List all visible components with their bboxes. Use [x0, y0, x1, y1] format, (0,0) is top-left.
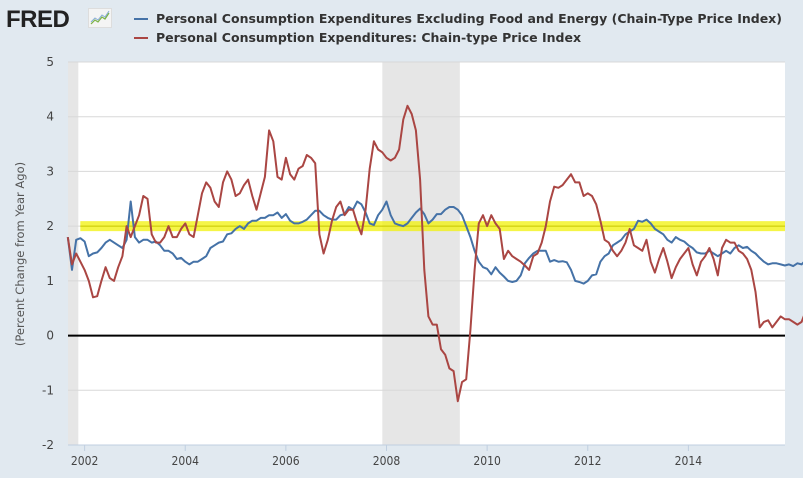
chart-legend: Personal Consumption Expenditures Exclud… [134, 9, 782, 47]
recession-shading [68, 62, 79, 445]
recession-shading [382, 62, 460, 445]
legend-item-core-pce[interactable]: Personal Consumption Expenditures Exclud… [134, 9, 782, 28]
x-tick-label: 2012 [574, 454, 601, 468]
series-line-pce [66, 104, 803, 403]
x-tick-label: 2004 [172, 454, 200, 468]
y-tick-label: 1 [46, 274, 54, 288]
y-tick-label: 0 [46, 329, 54, 343]
y-tick-label: -2 [42, 438, 54, 452]
y-tick-label: 5 [46, 55, 54, 69]
y-tick-label: -1 [42, 383, 54, 397]
x-tick-label: 2002 [71, 454, 98, 468]
legend-swatch-red [134, 36, 148, 39]
y-axis-label: (Percent Change from Year Ago) [13, 162, 27, 346]
legend-swatch-blue [134, 17, 148, 20]
x-tick-label: 2010 [473, 454, 501, 468]
legend-item-pce[interactable]: Personal Consumption Expenditures: Chain… [134, 28, 782, 47]
line-chart-icon [88, 8, 112, 28]
series-line-core-pce [66, 200, 803, 285]
legend-label: Personal Consumption Expenditures: Chain… [156, 30, 582, 45]
legend-label: Personal Consumption Expenditures Exclud… [156, 11, 782, 26]
x-tick-label: 2014 [675, 454, 703, 468]
y-tick-label: 2 [46, 219, 54, 233]
y-tick-label: 3 [46, 164, 54, 178]
y-tick-label: 4 [46, 110, 54, 124]
fred-logo[interactable]: FRED [6, 6, 70, 33]
x-tick-label: 2008 [373, 454, 401, 468]
x-tick-label: 2006 [272, 454, 300, 468]
